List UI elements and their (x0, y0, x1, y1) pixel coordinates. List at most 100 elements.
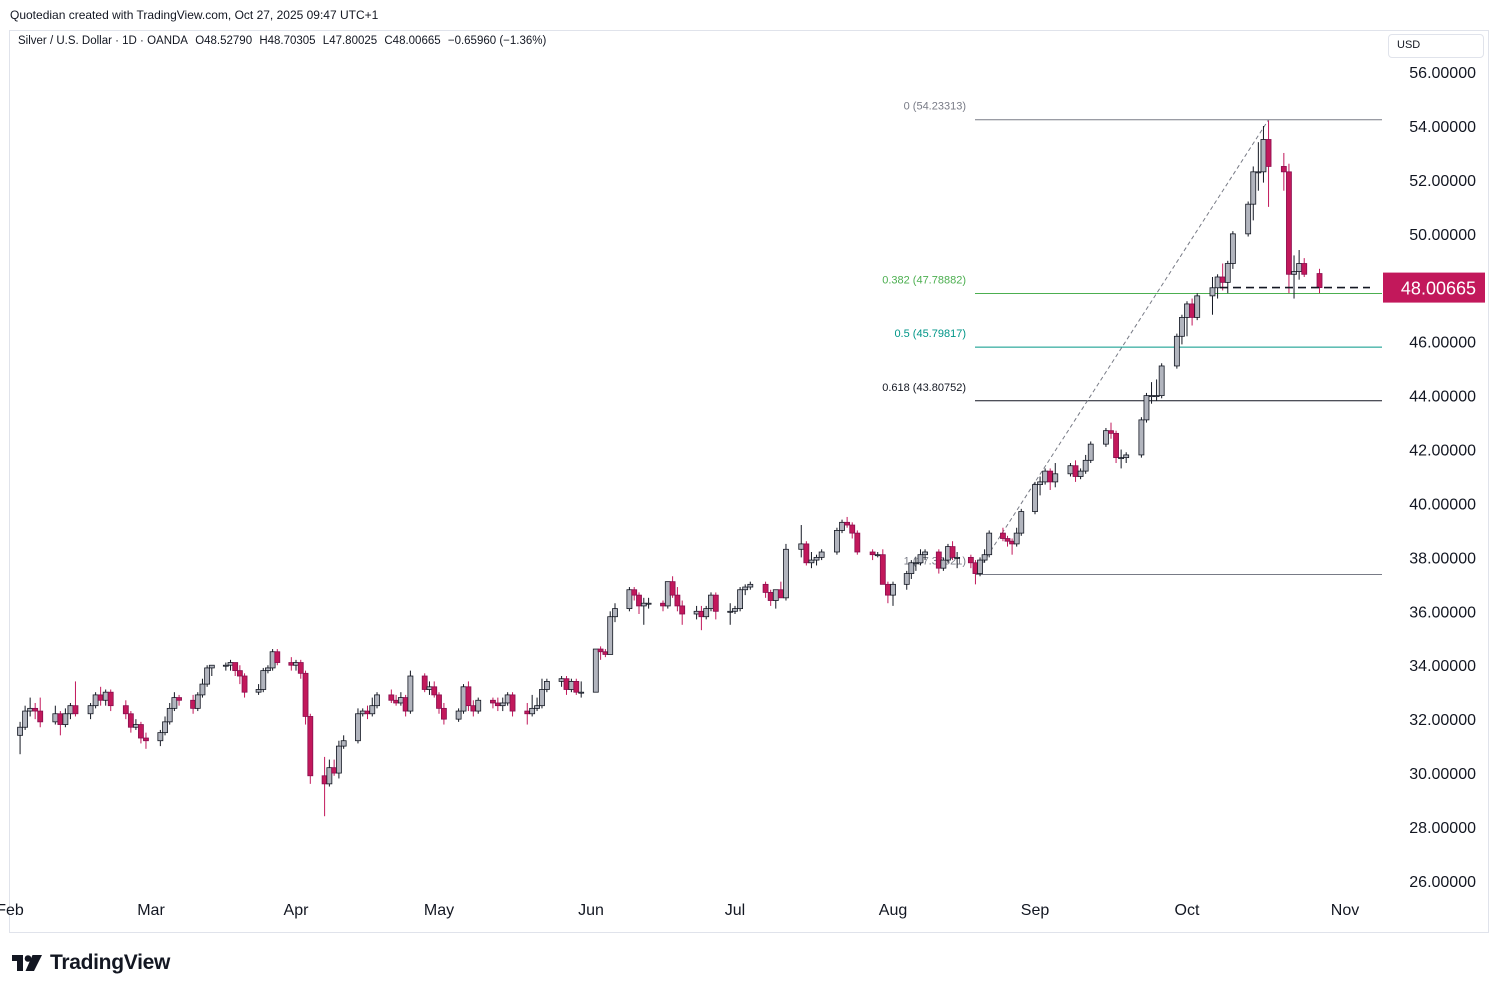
candle-up[interactable] (260, 667, 267, 693)
candle-up[interactable] (592, 648, 599, 693)
candle-up[interactable] (539, 678, 545, 709)
candle-down[interactable] (490, 697, 496, 709)
candle-up[interactable] (940, 557, 947, 571)
candle-up[interactable] (1013, 527, 1020, 547)
candle-down[interactable] (421, 673, 428, 693)
candle-up[interactable] (772, 589, 779, 609)
candle-down[interactable] (1108, 422, 1114, 439)
candle-down[interactable] (388, 689, 395, 703)
candle-down[interactable] (803, 541, 810, 566)
candle-down[interactable] (122, 700, 129, 720)
candle-down[interactable] (669, 576, 676, 598)
candle-up[interactable] (374, 692, 380, 709)
symbol-name[interactable]: Silver / U.S. Dollar · 1D · OANDA (18, 35, 188, 47)
candle-down[interactable] (573, 678, 580, 695)
candle-up[interactable] (917, 549, 924, 566)
candle-up[interactable] (1138, 417, 1145, 458)
candle-down[interactable] (431, 681, 438, 698)
candle-up[interactable] (499, 697, 506, 712)
candle-up[interactable] (1158, 363, 1165, 399)
candle-down[interactable] (712, 592, 719, 620)
candle-down[interactable] (1265, 120, 1272, 207)
candle-down[interactable] (1113, 430, 1119, 464)
candle-up[interactable] (1087, 441, 1094, 464)
candle-up[interactable] (1194, 293, 1201, 321)
candle-down[interactable] (1301, 258, 1308, 277)
candle-up[interactable] (355, 708, 361, 744)
candle-up[interactable] (426, 681, 433, 695)
candle-up[interactable] (1209, 276, 1216, 315)
candle-up[interactable] (1250, 166, 1257, 221)
candle-down[interactable] (143, 732, 149, 749)
candle-up[interactable] (981, 549, 988, 563)
candle-up[interactable] (340, 735, 347, 749)
candle-up[interactable] (92, 692, 99, 709)
candle-up[interactable] (1118, 449, 1125, 469)
candle-down[interactable] (72, 681, 79, 717)
candle-up[interactable] (578, 681, 585, 698)
candle-up[interactable] (645, 597, 652, 609)
candle-up[interactable] (157, 729, 164, 747)
candle-down[interactable] (1072, 460, 1079, 482)
candle-up[interactable] (166, 702, 173, 725)
candle-down[interactable] (767, 589, 774, 606)
candle-up[interactable] (664, 581, 671, 609)
candle-up[interactable] (255, 684, 262, 695)
candle-up[interactable] (954, 551, 961, 569)
candle-down[interactable] (1004, 535, 1011, 547)
candle-down[interactable] (32, 702, 39, 720)
candle-down[interactable] (127, 711, 134, 733)
candle-down[interactable] (1189, 298, 1195, 326)
candle-up[interactable] (326, 759, 333, 787)
candle-up[interactable] (504, 692, 511, 706)
candle-up[interactable] (913, 557, 919, 571)
candle-up[interactable] (529, 694, 536, 717)
candle-up[interactable] (1153, 379, 1160, 402)
currency-selector[interactable]: USD (1388, 34, 1484, 58)
candle-down[interactable] (190, 694, 196, 714)
candle-down[interactable] (674, 587, 681, 612)
candle-up[interactable] (171, 692, 178, 712)
candle-up[interactable] (369, 697, 376, 717)
candle-up[interactable] (783, 543, 789, 601)
candle-down[interactable] (302, 670, 309, 725)
candle-down[interactable] (869, 549, 876, 561)
candle-up[interactable] (558, 676, 565, 687)
candle-down[interactable] (470, 700, 477, 717)
candle-down[interactable] (679, 600, 686, 625)
candle-up[interactable] (407, 670, 414, 714)
candle-down[interactable] (307, 713, 314, 784)
candle-up[interactable] (1042, 468, 1049, 485)
candle-down[interactable] (879, 549, 886, 585)
candle-up[interactable] (1229, 231, 1236, 269)
candle-up[interactable] (737, 587, 743, 612)
candle-down[interactable] (631, 587, 638, 601)
candle-up[interactable] (1082, 454, 1089, 474)
candle-down[interactable] (331, 759, 338, 776)
candle-up[interactable] (1123, 452, 1130, 464)
candle-up[interactable] (475, 697, 482, 714)
candle-up[interactable] (534, 697, 540, 712)
candle-up[interactable] (397, 692, 404, 706)
candle-down[interactable] (274, 649, 281, 666)
candle-down[interactable] (1047, 468, 1054, 490)
candle-up[interactable] (1255, 142, 1262, 191)
candle-down[interactable] (1000, 527, 1006, 542)
candle-up[interactable] (818, 549, 825, 561)
candle-up[interactable] (813, 554, 820, 566)
candle-up[interactable] (839, 519, 845, 534)
candle-down[interactable] (241, 673, 248, 698)
candle-up[interactable] (1214, 274, 1221, 299)
candle-down[interactable] (636, 592, 642, 615)
candle-up[interactable] (693, 605, 700, 620)
candle-up[interactable] (1037, 476, 1043, 496)
candle-up[interactable] (1260, 126, 1267, 183)
candle-up[interactable] (132, 719, 139, 730)
candle-down[interactable] (524, 702, 531, 725)
candle-up[interactable] (227, 659, 234, 671)
candle-up[interactable] (798, 525, 805, 558)
candle-down[interactable] (465, 681, 472, 712)
candle-up[interactable] (1291, 255, 1297, 299)
candle-up[interactable] (874, 551, 881, 558)
